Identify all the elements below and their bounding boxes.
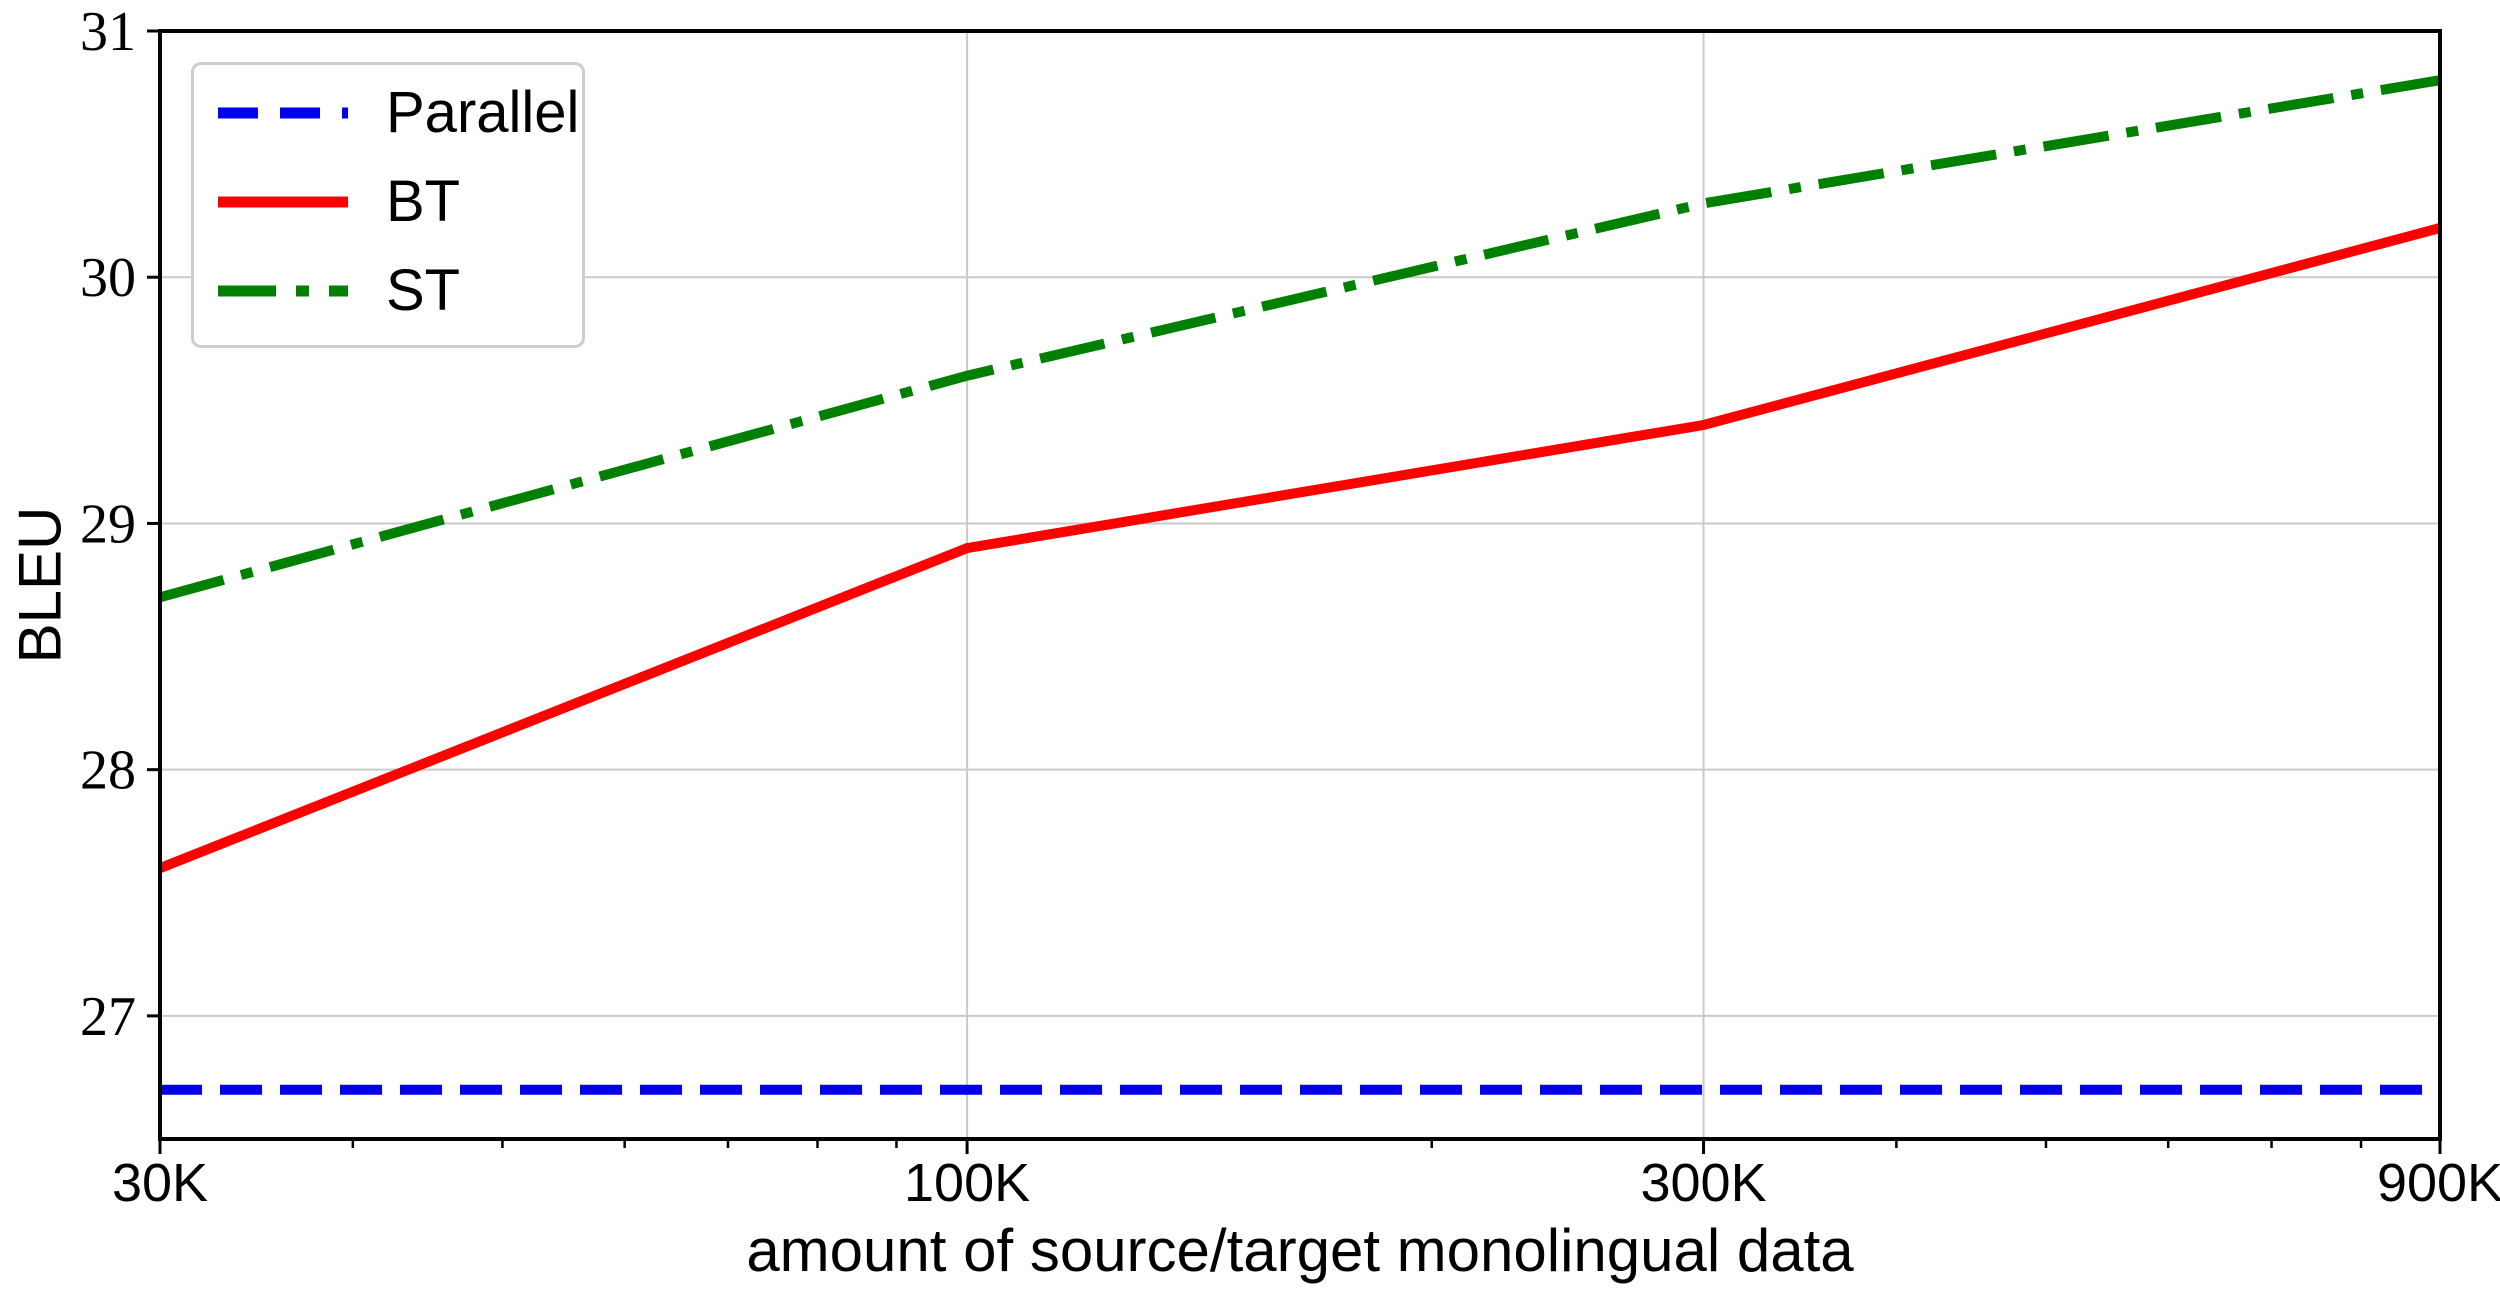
legend-label-bt: BT	[386, 168, 461, 234]
legend-line-sample-st	[218, 285, 348, 296]
y-tick-label: 28	[80, 740, 136, 802]
legend-item-bt: BT	[194, 157, 582, 246]
x-tick-label: 300K	[1640, 1153, 1766, 1213]
plot-frame	[158, 29, 2442, 1141]
series-line-bt	[158, 223, 2442, 873]
legend-item-st: ST	[194, 246, 582, 335]
y-tick-label: 29	[80, 493, 136, 555]
y-axis-title: BLEU	[6, 506, 74, 664]
legend-item-parallel: Parallel	[194, 68, 582, 157]
legend-line-sample-parallel	[218, 107, 348, 118]
y-tick-label: 30	[80, 247, 136, 309]
legend-label-st: ST	[386, 257, 461, 323]
x-tick-label: 100K	[904, 1153, 1030, 1213]
y-tick-label: 31	[80, 1, 136, 63]
x-tick-label: 30K	[112, 1153, 208, 1213]
legend-label-parallel: Parallel	[386, 79, 580, 145]
legend: Parallel BT ST	[191, 62, 585, 348]
x-axis-title: amount of source/target monolingual data	[746, 1217, 1854, 1284]
series-line-st	[158, 75, 2441, 603]
y-tick-label: 27	[80, 986, 136, 1048]
legend-line-sample-bt	[218, 196, 348, 207]
x-tick-label: 900K	[2377, 1153, 2500, 1213]
